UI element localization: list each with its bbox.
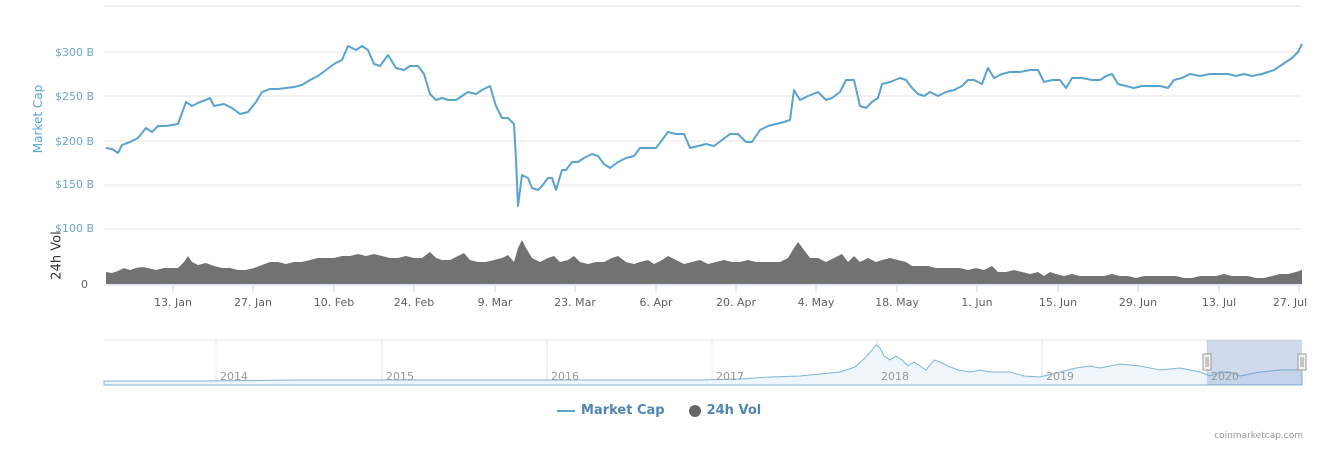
market-cap-line xyxy=(105,43,1303,207)
y-tick-100: $100 B xyxy=(54,222,94,235)
x-tick: 4. May xyxy=(797,296,835,309)
x-tick: 24. Feb xyxy=(393,296,435,309)
circle-icon xyxy=(688,404,701,417)
legend-market-cap-label: Market Cap xyxy=(581,403,665,418)
x-tick: 13. Jul xyxy=(1201,296,1237,309)
navigator-year: 2019 xyxy=(1046,370,1074,383)
line-icon xyxy=(557,409,575,412)
x-tick: 6. Apr xyxy=(639,296,673,309)
x-tick: 29. Jun xyxy=(1118,296,1158,309)
y-tick-150: $150 B xyxy=(54,178,94,191)
navigator-handle-right[interactable] xyxy=(1297,353,1307,371)
navigator-year: 2015 xyxy=(386,370,414,383)
volume-area xyxy=(106,240,1302,284)
x-tick: 27. Jan xyxy=(234,296,272,309)
navigator-year: 2018 xyxy=(881,370,909,383)
navigator[interactable] xyxy=(103,339,1307,386)
x-ticks xyxy=(172,285,1300,292)
navigator-year: 2016 xyxy=(551,370,579,383)
x-tick: 15. Jun xyxy=(1038,296,1078,309)
x-tick: 23. Mar xyxy=(554,296,596,309)
navigator-year: 2020 xyxy=(1211,370,1239,383)
x-tick: 10. Feb xyxy=(313,296,355,309)
y-tick-250: $250 B xyxy=(54,90,94,103)
legend-24h-vol[interactable]: 24h Vol xyxy=(688,403,762,418)
credit-link[interactable]: coinmarketcap.com xyxy=(1214,431,1303,441)
navigator-year: 2014 xyxy=(220,370,248,383)
navigator-series xyxy=(103,344,1303,386)
x-tick: 18. May xyxy=(875,296,919,309)
x-tick: 9. Mar xyxy=(477,296,513,309)
y-tick-300: $300 B xyxy=(54,46,94,59)
navigator-selection[interactable] xyxy=(1207,340,1302,385)
gridlines xyxy=(104,5,1302,230)
x-tick: 20. Apr xyxy=(715,296,757,309)
navigator-handle-left[interactable] xyxy=(1202,353,1212,371)
y-tick-200: $200 B xyxy=(54,135,94,148)
legend-market-cap[interactable]: Market Cap xyxy=(557,403,665,418)
legend: Market Cap 24h Vol xyxy=(557,403,761,418)
navigator-year: 2017 xyxy=(716,370,744,383)
vol-tick-0: 0 xyxy=(81,278,88,291)
legend-24h-vol-label: 24h Vol xyxy=(706,403,762,418)
x-tick: 13. Jan xyxy=(154,296,192,309)
x-tick: 1. Jun xyxy=(961,296,993,309)
x-tick: 27. Jul xyxy=(1272,296,1308,309)
